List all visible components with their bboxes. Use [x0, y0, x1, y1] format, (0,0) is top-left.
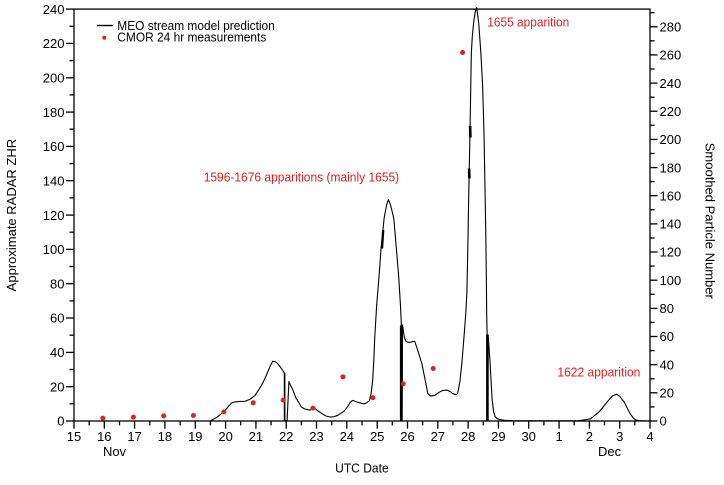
svg-text:120: 120: [43, 208, 65, 223]
svg-text:120: 120: [660, 245, 682, 260]
svg-text:29: 29: [491, 429, 505, 444]
svg-text:18: 18: [158, 429, 172, 444]
svg-text:15: 15: [67, 429, 81, 444]
svg-text:24: 24: [340, 429, 354, 444]
svg-text:CMOR 24 hr measurements: CMOR 24 hr measurements: [117, 30, 266, 45]
svg-text:20: 20: [218, 429, 232, 444]
svg-text:19: 19: [188, 429, 202, 444]
svg-text:260: 260: [660, 48, 682, 63]
svg-text:140: 140: [660, 217, 682, 232]
svg-text:240: 240: [660, 76, 682, 91]
svg-text:1655 apparition: 1655 apparition: [487, 14, 569, 29]
svg-text:UTC Date: UTC Date: [335, 460, 389, 475]
svg-text:25: 25: [370, 429, 384, 444]
svg-text:20: 20: [50, 379, 64, 394]
svg-text:200: 200: [660, 132, 682, 147]
svg-text:60: 60: [50, 311, 64, 326]
svg-text:0: 0: [57, 414, 64, 429]
svg-text:0: 0: [660, 414, 667, 429]
svg-text:220: 220: [660, 104, 682, 119]
svg-text:160: 160: [660, 188, 682, 203]
svg-text:1622 apparition: 1622 apparition: [557, 365, 640, 380]
svg-text:16: 16: [97, 429, 111, 444]
svg-text:21: 21: [249, 429, 263, 444]
svg-text:180: 180: [660, 160, 682, 175]
svg-text:26: 26: [400, 429, 414, 444]
svg-text:Nov: Nov: [103, 444, 127, 459]
svg-text:3: 3: [616, 429, 623, 444]
svg-text:28: 28: [461, 429, 475, 444]
svg-text:4: 4: [646, 429, 653, 444]
svg-text:Approximate RADAR ZHR: Approximate RADAR ZHR: [4, 139, 19, 291]
svg-text:23: 23: [309, 429, 323, 444]
svg-text:40: 40: [660, 357, 674, 372]
svg-text:1: 1: [555, 429, 562, 444]
svg-text:80: 80: [50, 276, 64, 291]
svg-text:140: 140: [43, 173, 65, 188]
svg-text:100: 100: [660, 273, 682, 288]
svg-text:280: 280: [660, 20, 682, 35]
svg-text:220: 220: [43, 36, 65, 51]
svg-text:160: 160: [43, 139, 65, 154]
svg-text:Dec: Dec: [598, 444, 622, 459]
svg-text:40: 40: [50, 345, 64, 360]
svg-text:Smoothed Particle Number: Smoothed Particle Number: [703, 143, 718, 300]
svg-text:22: 22: [279, 429, 293, 444]
svg-text:80: 80: [660, 301, 674, 316]
svg-text:100: 100: [43, 242, 65, 257]
svg-text:27: 27: [431, 429, 445, 444]
svg-text:200: 200: [43, 71, 65, 86]
svg-text:180: 180: [43, 105, 65, 120]
svg-text:2: 2: [586, 429, 593, 444]
svg-text:1596-1676 apparitions (mainly: 1596-1676 apparitions (mainly 1655): [204, 170, 400, 185]
svg-text:30: 30: [521, 429, 535, 444]
svg-text:240: 240: [43, 2, 65, 17]
svg-text:17: 17: [127, 429, 141, 444]
svg-text:20: 20: [660, 386, 674, 401]
svg-text:60: 60: [660, 329, 674, 344]
